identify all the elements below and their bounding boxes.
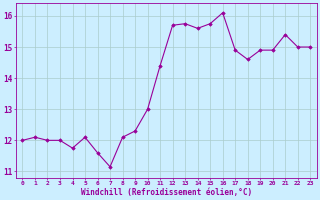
X-axis label: Windchill (Refroidissement éolien,°C): Windchill (Refroidissement éolien,°C) (81, 188, 252, 197)
